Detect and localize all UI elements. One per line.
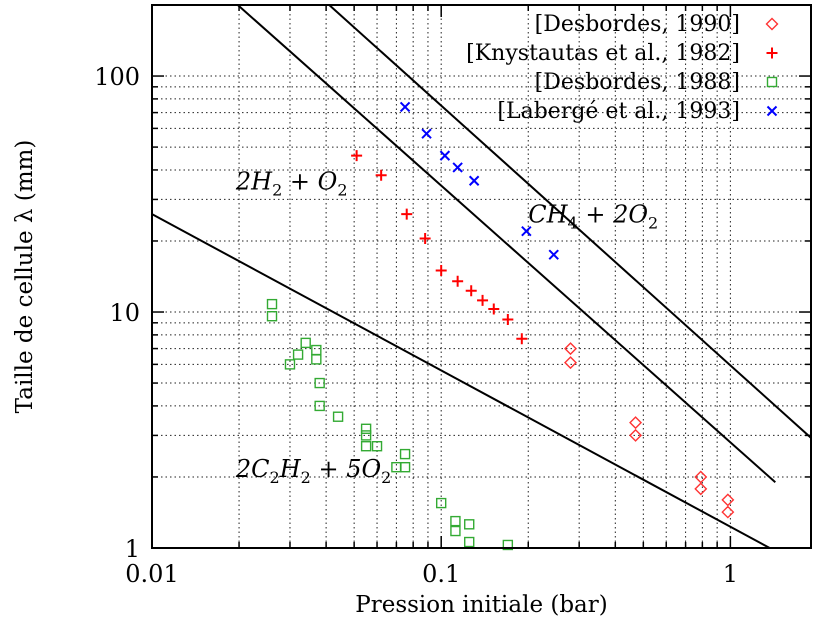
- formula-subscript: 2: [301, 468, 311, 487]
- y-axis-label: Taille de cellule λ (mm): [12, 140, 38, 414]
- data-point: [375, 169, 387, 181]
- data-point: [564, 356, 577, 370]
- data-point: [284, 359, 296, 370]
- fit-line: [328, 5, 811, 439]
- data-point: [548, 249, 559, 260]
- data-point: [311, 354, 322, 365]
- fit-line: [237, 5, 776, 483]
- y-tick-label: 100: [94, 63, 140, 91]
- data-point: [694, 482, 708, 496]
- data-point: [435, 497, 447, 509]
- data-point: [521, 226, 532, 237]
- series-2: [351, 150, 528, 345]
- x-tick-label: 0.1: [422, 560, 460, 588]
- data-point: [439, 150, 451, 161]
- formula-annotation: CH4 + 2O2: [528, 200, 658, 232]
- data-points: [266, 101, 735, 551]
- formula-part: 2C: [235, 455, 270, 483]
- data-point: [721, 505, 735, 519]
- data-point: [450, 525, 461, 537]
- data-point: [452, 162, 463, 173]
- data-point: [435, 264, 447, 276]
- data-point: [266, 311, 278, 322]
- formula-subscript: 2: [381, 468, 391, 487]
- data-point: [419, 232, 431, 244]
- data-point: [399, 461, 411, 473]
- legend-label: [Labergé et al., 1993]: [497, 99, 740, 124]
- axis-ticks: 0.01 0.1 1 1 10 100: [94, 4, 811, 588]
- data-point: [314, 400, 325, 412]
- data-point: [452, 275, 464, 287]
- y-tick-label: 1: [125, 535, 140, 563]
- data-point: [399, 101, 411, 113]
- formula-annotation: 2H2 + O2: [235, 168, 348, 200]
- x-axis-label: Pression initiale (bar): [355, 592, 608, 618]
- formula-part: 2H: [235, 168, 273, 196]
- data-point: [351, 150, 363, 162]
- fit-lines: [152, 5, 811, 548]
- data-point: [360, 441, 372, 452]
- formula-part: + 5O: [311, 455, 382, 483]
- data-point: [516, 333, 528, 345]
- data-point: [360, 430, 372, 441]
- series-4: [399, 101, 559, 260]
- data-point: [477, 294, 489, 306]
- x-tick-label: 0.01: [125, 560, 178, 588]
- legend-label: [Desbordes, 1988]: [535, 70, 740, 95]
- formula-annotation: 2C2H2 + 5O2: [235, 455, 391, 487]
- fit-line: [152, 213, 772, 548]
- data-point: [468, 175, 480, 186]
- data-point: [360, 423, 372, 434]
- data-point: [721, 493, 735, 507]
- data-point: [399, 448, 411, 460]
- formula-subscript: 4: [568, 213, 578, 232]
- legend-marker: [765, 17, 779, 31]
- plot-frame: [151, 4, 812, 549]
- x-tick-label: 1: [723, 560, 738, 588]
- data-point: [488, 303, 500, 315]
- data-point: [465, 285, 477, 297]
- data-point: [629, 416, 643, 430]
- series-3: [266, 298, 514, 551]
- legend-label: [Knystautas et al., 1982]: [466, 41, 740, 66]
- formula-part: H: [279, 455, 302, 483]
- legend-marker: [766, 47, 778, 59]
- data-point: [311, 344, 322, 356]
- legend-marker: [766, 76, 778, 88]
- formula-subscript: 2: [270, 468, 280, 487]
- series-1: [564, 342, 735, 519]
- data-point: [450, 515, 461, 527]
- data-point: [292, 349, 304, 360]
- data-point: [464, 519, 475, 530]
- formula-subscript: 2: [337, 181, 347, 200]
- data-point: [371, 441, 383, 452]
- data-point: [421, 128, 432, 139]
- legend-label: [Desbordes, 1990]: [535, 12, 740, 37]
- legend: [Desbordes, 1990] [Knystautas et al., 198…: [466, 12, 779, 124]
- legend-marker: [766, 105, 778, 117]
- data-point: [332, 411, 344, 422]
- data-point: [629, 428, 643, 442]
- data-point: [564, 342, 577, 356]
- data-point: [314, 377, 325, 389]
- data-point: [300, 337, 311, 349]
- data-point: [502, 313, 514, 325]
- grid: [152, 5, 811, 548]
- formula-part: + O: [282, 168, 337, 196]
- data-point: [464, 536, 475, 548]
- formula-part: CH: [528, 200, 568, 228]
- formula-part: + 2O: [578, 200, 649, 228]
- data-point: [401, 208, 413, 220]
- data-point: [502, 539, 514, 551]
- y-tick-label: 10: [109, 299, 140, 327]
- formula-subscript: 2: [648, 213, 658, 232]
- data-point: [266, 298, 278, 310]
- formula-subscript: 2: [272, 181, 282, 200]
